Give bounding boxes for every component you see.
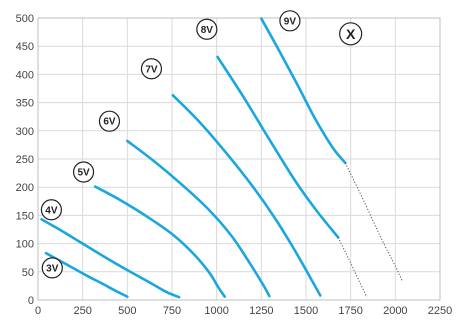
series-line-4v — [40, 218, 181, 299]
series-line-9v — [260, 17, 347, 165]
series-extension-9v — [344, 162, 403, 282]
plot-frame — [37, 17, 441, 301]
series-line-8v — [216, 55, 340, 239]
y-tick-label: 50 — [22, 267, 34, 279]
series-extension-8v — [337, 237, 368, 298]
x-tick-label: 250 — [73, 305, 91, 317]
y-tick-label: 300 — [16, 126, 34, 138]
series-line-6v — [126, 139, 271, 298]
series-lines — [40, 17, 403, 299]
x-tick-label: 750 — [163, 305, 181, 317]
y-tick-label: 400 — [16, 69, 34, 81]
series-line-5v — [93, 185, 227, 298]
series-badge-9v — [279, 10, 301, 32]
y-tick-label: 350 — [16, 98, 34, 110]
series-badge-5v — [72, 161, 95, 183]
series-label-8v: 8V — [201, 25, 214, 36]
y-tick-label: 150 — [16, 210, 34, 222]
series-label-5v: 5V — [77, 167, 90, 178]
y-tick-label: 450 — [16, 41, 34, 53]
y-tick-label: 250 — [16, 154, 34, 166]
y-tick-label: 200 — [16, 182, 34, 194]
series-badge-3v — [41, 257, 63, 279]
x-tick-label: 1250 — [249, 305, 273, 317]
series-badge-8v — [196, 18, 218, 40]
x-tick-label: 2250 — [428, 305, 452, 317]
y-tick-label: 500 — [16, 13, 34, 25]
grid — [37, 17, 441, 301]
axes: 0 50 100 150 200 250 300 350 400 450 500 0 250 500 750… — [16, 13, 453, 317]
x-tick-label: 500 — [118, 305, 136, 317]
y-tick-label: 0 — [28, 295, 34, 307]
series-label-6v: 6V — [103, 117, 116, 128]
series-badge-7v — [140, 58, 163, 80]
series-label-3v: 3V — [46, 263, 59, 274]
series-badge-6v — [98, 110, 121, 132]
x-tick-label: 0 — [35, 305, 41, 317]
series-labels: 3V 4V 5V 6V 7V 8V 9V X — [40, 10, 363, 279]
x-tick-label: 1000 — [204, 305, 228, 317]
series-label-7v: 7V — [145, 64, 158, 75]
x-badge-label: X — [346, 26, 356, 42]
series-label-4v: 4V — [45, 205, 58, 216]
x-tick-label: 1500 — [294, 305, 318, 317]
x-tick-label: 2000 — [383, 305, 407, 317]
series-label-9v: 9V — [284, 16, 297, 27]
y-tick-label: 100 — [16, 239, 34, 251]
x-badge — [339, 22, 363, 46]
series-line-7v — [171, 93, 322, 297]
x-tick-label: 1750 — [338, 305, 362, 317]
series-badge-4v — [40, 199, 63, 221]
